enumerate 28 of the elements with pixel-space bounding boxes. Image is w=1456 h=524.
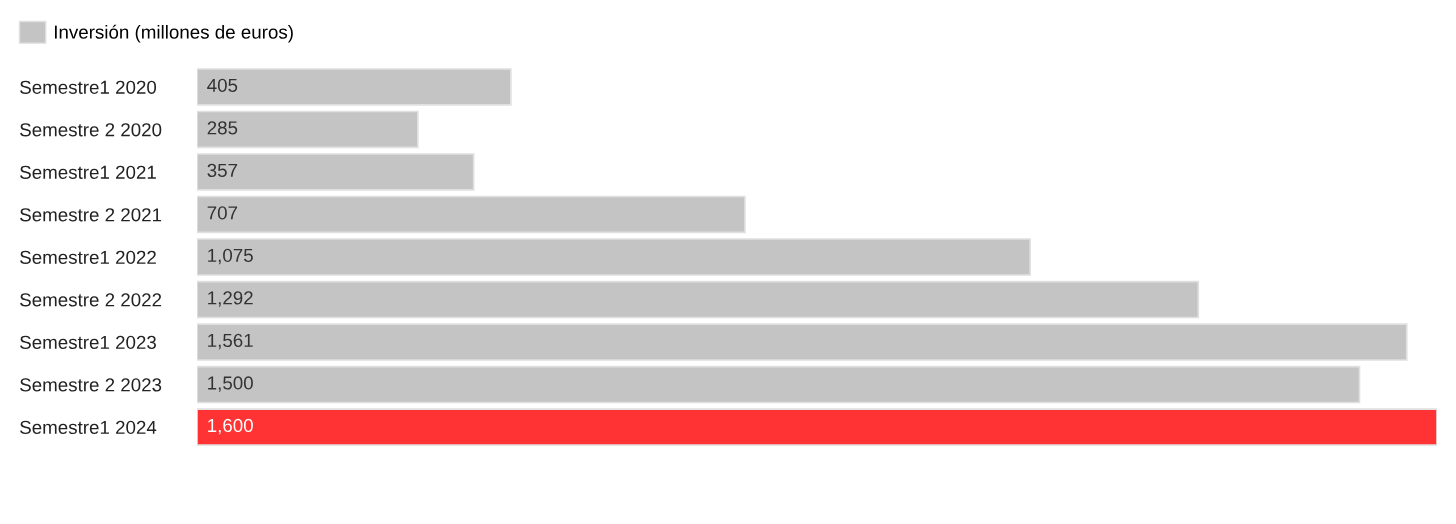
legend-label: Inversión (millones de euros) [54,24,293,43]
data-label: 357 [207,163,238,178]
y-tick-label: Semestre1 2021 [20,165,156,179]
bar [197,110,419,149]
bar [197,408,1437,446]
y-tick-label: Semestre1 2024 [20,420,157,435]
bar [197,280,1200,319]
y-tick-label: Semestre1 2023 [20,335,156,349]
y-tick-label: Semestre 2 2021 [20,208,162,222]
data-label: 1,600 [208,418,253,435]
bar [197,323,1408,361]
y-tick-label: Semestre 2 2023 [20,378,162,392]
y-tick-label: Semestre1 2020 [20,80,157,94]
data-label: 405 [207,78,238,92]
data-label: 1,500 [208,376,253,392]
bar [197,153,475,191]
bar [197,68,512,106]
data-label: 1,292 [208,291,253,307]
data-label: 1,561 [208,333,253,350]
data-label: 707 [207,206,238,220]
y-tick-label: Semestre 2 2020 [20,123,162,137]
bar [197,195,746,234]
y-tick-label: Semestre 2 2022 [20,293,162,307]
data-label: 1,075 [208,248,253,265]
bar [197,365,1361,404]
y-tick-label: Semestre1 2022 [20,250,156,264]
data-label: 285 [207,121,238,135]
bar [197,238,1031,276]
